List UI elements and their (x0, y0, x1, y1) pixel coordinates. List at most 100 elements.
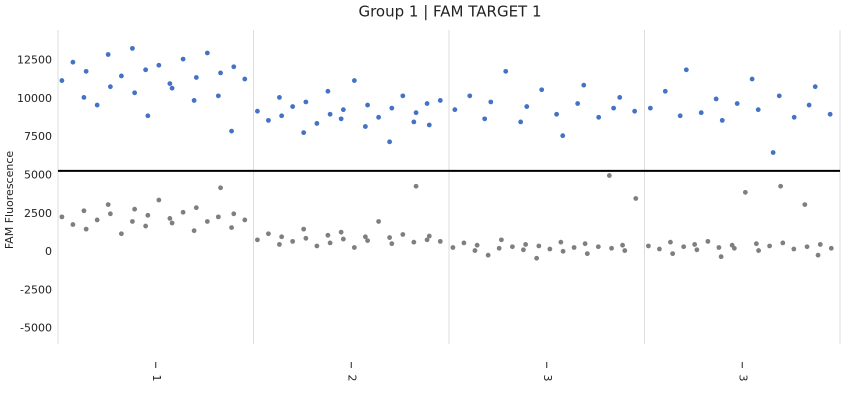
negative-droplet (670, 251, 676, 257)
y-tick-label: 2500 (24, 207, 52, 220)
positive-droplet (560, 133, 566, 139)
positive-droplet (387, 139, 393, 145)
negative-droplet (496, 245, 502, 251)
positive-droplet (229, 128, 234, 134)
positive-droplet (647, 105, 653, 111)
negative-droplet (560, 248, 566, 254)
positive-droplet (301, 130, 307, 136)
positive-droplet (482, 116, 488, 122)
negative-droplet (327, 240, 333, 246)
negative-droplet (387, 235, 393, 240)
positive-droplet (81, 94, 87, 100)
negative-droplet (107, 211, 113, 217)
positive-droplet (411, 119, 417, 125)
positive-droplet (683, 67, 689, 73)
x-tick-label: 2 (345, 375, 358, 382)
negative-droplet (145, 212, 151, 218)
positive-droplet (734, 101, 740, 106)
negative-droplet (523, 242, 529, 247)
positive-droplet (338, 116, 344, 122)
negative-droplet (718, 254, 724, 260)
x-tick-label: 1 (150, 375, 163, 382)
negative-droplet (633, 196, 639, 201)
negative-droplet (828, 245, 834, 251)
positive-droplet (325, 88, 331, 94)
positive-droplet (303, 99, 309, 105)
positive-droplet (791, 114, 797, 120)
negative-droplet (132, 206, 138, 212)
y-axis-label: FAM Fluorescence (3, 151, 16, 250)
negative-droplet (817, 242, 823, 247)
negative-droplet (753, 241, 759, 247)
negative-droplet (461, 240, 467, 246)
negative-droplet (218, 185, 223, 191)
negative-droplet (362, 234, 368, 240)
positive-droplet (107, 84, 113, 90)
positive-droplet (218, 70, 223, 76)
positive-droplet (290, 104, 296, 109)
negative-droplet (622, 248, 628, 253)
positive-droplet (180, 56, 186, 62)
negative-droplet (242, 217, 248, 223)
negative-droplet (584, 251, 590, 257)
negative-droplet (804, 244, 810, 250)
positive-droplet (554, 111, 560, 117)
negative-droplet (277, 242, 282, 247)
negative-droplet (193, 205, 199, 211)
positive-droplet (575, 101, 581, 106)
x-tick-label: 3 (736, 375, 749, 382)
x-tick-label: 3 (541, 375, 554, 382)
positive-droplet (169, 85, 175, 91)
y-tick-label: -2500 (20, 283, 52, 296)
negative-droplet (143, 223, 149, 229)
negative-droplet (204, 219, 210, 224)
negative-droplet (668, 239, 673, 245)
negative-droplet (303, 235, 309, 241)
negative-droplet (731, 245, 737, 251)
positive-droplet (749, 76, 755, 82)
positive-droplet (770, 150, 776, 155)
positive-droplet (539, 87, 545, 93)
negative-droplet (411, 239, 417, 245)
positive-droplet (426, 122, 432, 128)
negative-droplet (595, 244, 601, 250)
positive-droplet (581, 82, 587, 88)
negative-droplet (191, 228, 197, 234)
negative-droplet (681, 244, 687, 250)
negative-droplet (609, 245, 614, 251)
positive-droplet (231, 64, 237, 70)
negative-droplet (450, 245, 456, 250)
positive-droplet (452, 107, 458, 113)
negative-droplet (266, 231, 271, 237)
positive-droplet (59, 78, 65, 83)
negative-droplet (81, 208, 87, 214)
negative-droplet (778, 183, 784, 189)
negative-droplet (167, 216, 173, 221)
positive-droplet (662, 88, 668, 94)
positive-droplet (524, 104, 530, 109)
negative-droplet (582, 241, 588, 247)
positive-droplet (812, 84, 818, 90)
positive-droplet (365, 102, 370, 108)
positive-droplet (143, 67, 149, 73)
negative-droplet (118, 231, 124, 237)
negative-droplet (426, 233, 432, 239)
negative-droplet (424, 237, 430, 243)
positive-droplet (255, 108, 260, 114)
negative-droplet (558, 239, 564, 245)
negative-droplet (756, 248, 761, 253)
positive-droplet (351, 78, 357, 83)
positive-droplet (400, 93, 406, 99)
positive-droplet (118, 73, 124, 79)
positive-droplet (156, 62, 162, 68)
negative-droplet (474, 242, 480, 248)
negative-droplet (815, 252, 821, 258)
positive-droplet (413, 110, 419, 116)
y-tick-label: 0 (45, 245, 52, 258)
negative-droplet (742, 189, 748, 195)
positive-droplet (827, 111, 833, 117)
positive-droplet (193, 75, 199, 80)
positive-droplet (677, 113, 683, 119)
positive-droplet (776, 93, 782, 99)
